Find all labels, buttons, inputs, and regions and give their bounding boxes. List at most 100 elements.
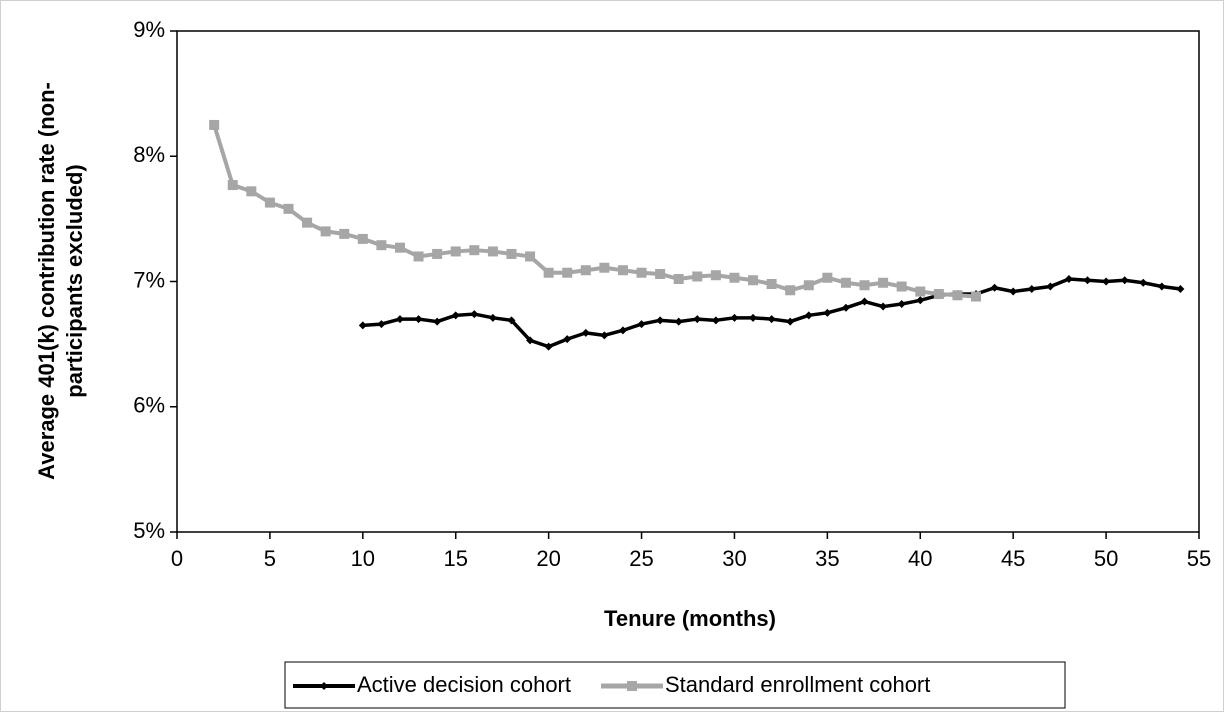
x-tick-label: 25 [629, 546, 653, 571]
y-axis-title-line: participants excluded) [62, 164, 87, 398]
x-tick-label: 15 [443, 546, 467, 571]
marker [915, 286, 926, 297]
marker [674, 317, 683, 326]
marker [357, 233, 368, 244]
marker [395, 315, 404, 324]
marker [543, 267, 554, 278]
marker [693, 315, 702, 324]
marker [785, 285, 796, 296]
marker [655, 268, 666, 279]
x-tick-label: 35 [815, 546, 839, 571]
marker [710, 270, 721, 281]
marker [376, 240, 387, 251]
marker [432, 248, 443, 259]
marker [413, 251, 424, 262]
y-axis-title-line: Average 401(k) contribution rate (non- [34, 82, 59, 480]
marker [878, 277, 889, 288]
marker [320, 682, 328, 690]
plot-area [176, 30, 1200, 533]
legend-box [284, 661, 1066, 709]
marker [339, 228, 350, 239]
y-axis-title: Average 401(k) contribution rate (non- p… [34, 82, 87, 480]
marker [451, 311, 460, 320]
marker [617, 265, 628, 276]
marker [470, 310, 479, 319]
x-tick-label: 5 [264, 546, 276, 571]
marker [433, 317, 442, 326]
marker [264, 197, 275, 208]
marker [1157, 282, 1166, 291]
marker [766, 279, 777, 290]
x-axis-title: Tenure (months) [604, 606, 776, 631]
marker [897, 300, 906, 309]
marker [749, 313, 758, 322]
marker [729, 272, 740, 283]
x-tick-label: 55 [1187, 546, 1211, 571]
x-tick-label: 40 [908, 546, 932, 571]
marker [879, 302, 888, 311]
y-tick-label: 8% [133, 142, 165, 167]
marker [506, 248, 517, 259]
marker [488, 313, 497, 322]
marker [302, 217, 313, 228]
marker [1046, 282, 1055, 291]
marker [377, 320, 386, 329]
marker [804, 311, 813, 320]
marker [859, 280, 870, 291]
marker [711, 316, 720, 325]
x-tick-label: 30 [722, 546, 746, 571]
legend-label: Standard enrollment cohort [665, 672, 930, 697]
marker [730, 313, 739, 322]
marker [823, 308, 832, 317]
marker [1009, 287, 1018, 296]
y-tick-label: 6% [133, 393, 165, 418]
marker [283, 203, 294, 214]
marker [487, 246, 498, 257]
marker [822, 272, 833, 283]
marker [656, 316, 665, 325]
marker [673, 273, 684, 284]
marker [786, 317, 795, 326]
marker [841, 303, 850, 312]
marker [599, 262, 610, 273]
marker [896, 281, 907, 292]
marker [933, 289, 944, 300]
marker [767, 315, 776, 324]
marker [358, 321, 367, 330]
marker [860, 297, 869, 306]
y-tick-label: 9% [133, 17, 165, 42]
marker [1176, 285, 1185, 294]
marker [1139, 278, 1148, 287]
marker [469, 245, 480, 256]
marker [636, 267, 647, 278]
marker [916, 296, 925, 305]
marker [627, 681, 637, 691]
marker [692, 271, 703, 282]
marker [1083, 276, 1092, 285]
marker [209, 119, 220, 130]
marker [1102, 277, 1111, 286]
marker [971, 291, 982, 302]
marker [450, 246, 461, 257]
marker [394, 242, 405, 253]
marker [414, 315, 423, 324]
marker [562, 267, 573, 278]
marker [320, 226, 331, 237]
marker [637, 320, 646, 329]
marker [544, 342, 553, 351]
marker [563, 335, 572, 344]
y-tick-label: 7% [133, 267, 165, 292]
x-tick-label: 0 [171, 546, 183, 571]
marker [1027, 285, 1036, 294]
marker [525, 251, 536, 262]
y-tick-label: 5% [133, 518, 165, 543]
marker [840, 277, 851, 288]
marker [227, 180, 238, 191]
marker [748, 275, 759, 286]
marker [246, 186, 257, 197]
marker [803, 280, 814, 291]
marker [990, 283, 999, 292]
marker [581, 328, 590, 337]
x-tick-label: 20 [536, 546, 560, 571]
